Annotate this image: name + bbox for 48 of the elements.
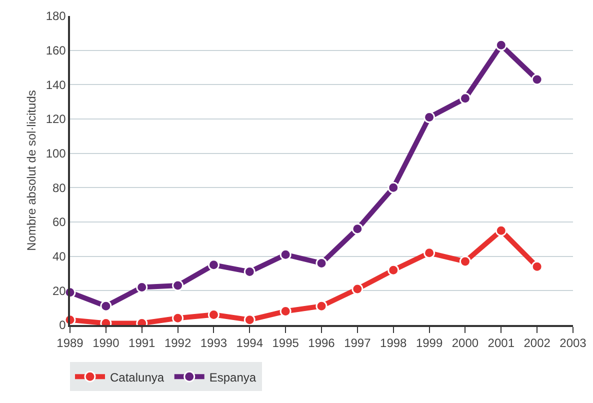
y-tick-label: 80 xyxy=(52,180,66,195)
y-tick-label: 160 xyxy=(46,44,66,58)
y-tick-label: 40 xyxy=(52,250,66,264)
point xyxy=(172,312,184,324)
point xyxy=(316,257,328,269)
point xyxy=(459,92,471,104)
x-tick-label: 1998 xyxy=(380,336,408,350)
point xyxy=(388,264,400,276)
point xyxy=(280,248,292,260)
x-tick-label: 1989 xyxy=(56,336,84,350)
x-tick-label: 1993 xyxy=(200,336,228,350)
x-tick-label: 1992 xyxy=(164,336,192,350)
y-tick-label: 100 xyxy=(46,146,66,161)
point xyxy=(172,280,184,292)
y-tick-label: 120 xyxy=(46,112,66,126)
x-tick-label: 2001 xyxy=(488,336,515,350)
y-tick-label: 20 xyxy=(52,284,66,298)
point xyxy=(352,283,364,295)
point xyxy=(424,112,436,124)
x-tick-label: 2000 xyxy=(452,336,479,350)
point xyxy=(424,247,436,259)
y-tick-label: 60 xyxy=(52,215,66,230)
point xyxy=(495,224,507,236)
x-tick-label: 1990 xyxy=(92,336,120,350)
x-tick-label: 2002 xyxy=(524,336,551,350)
y-tick-label: 0 xyxy=(59,318,66,332)
point xyxy=(100,300,112,312)
x-tick-label: 1999 xyxy=(416,336,443,350)
y-tick-label: 180 xyxy=(46,9,66,24)
x-tick-label: 1995 xyxy=(272,336,300,350)
x-tick-label: 1991 xyxy=(128,336,156,350)
point xyxy=(495,39,507,51)
x-tick-label: 1996 xyxy=(308,336,336,350)
point xyxy=(531,260,543,272)
y-tick-label: 140 xyxy=(46,78,66,92)
point xyxy=(316,300,328,312)
point xyxy=(208,259,220,271)
point xyxy=(459,256,471,268)
point xyxy=(388,182,400,194)
point xyxy=(531,74,543,86)
x-tick-label: 1997 xyxy=(344,336,372,350)
legend-label: Catalunya xyxy=(110,370,164,384)
legend-label: Espanya xyxy=(209,370,256,384)
x-tick-label: 1994 xyxy=(236,336,264,350)
y-axis-title: Nombre absolut de sol·licituds xyxy=(24,90,38,251)
x-tick-label: 2003 xyxy=(560,336,587,350)
point xyxy=(352,223,364,235)
point xyxy=(244,314,256,326)
